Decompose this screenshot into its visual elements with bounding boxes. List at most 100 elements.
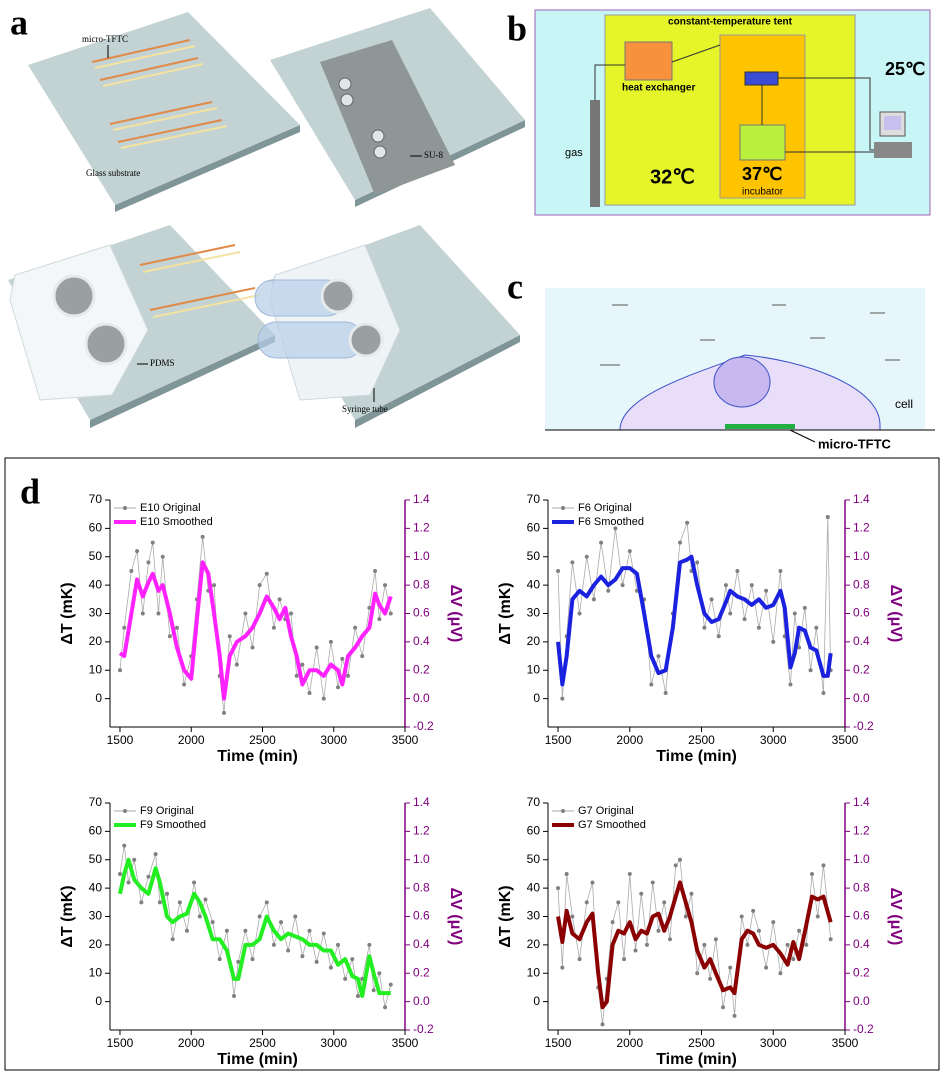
figure: a micro-TFTC Glass substrate SU-8 PDMS S…	[0, 0, 945, 1073]
data-point	[804, 943, 808, 947]
data-point	[778, 971, 782, 975]
data-point	[139, 900, 143, 904]
data-point	[146, 875, 150, 879]
data-point	[708, 977, 712, 981]
data-point	[222, 711, 226, 715]
data-point	[664, 691, 668, 695]
data-point	[315, 960, 319, 964]
annotation: constant-temperature tent	[668, 17, 793, 28]
data-point	[771, 640, 775, 644]
data-point	[279, 920, 283, 924]
annotation: SU-8	[424, 150, 444, 160]
data-point	[377, 617, 381, 621]
data-point	[764, 966, 768, 970]
data-point	[251, 957, 255, 961]
y-tick-label: 40	[89, 880, 103, 894]
data-point	[764, 589, 768, 593]
y-tick-label: 70	[527, 795, 541, 809]
data-point	[265, 900, 269, 904]
data-point	[118, 872, 122, 876]
y-tick-label: 20	[89, 634, 103, 648]
data-point	[258, 915, 262, 919]
y2-tick-label: 1.2	[413, 521, 430, 535]
x-axis-label: Time (min)	[656, 1051, 737, 1068]
legend-marker	[561, 506, 565, 510]
data-point	[645, 943, 649, 947]
y-tick-label: 60	[527, 824, 541, 838]
data-point	[689, 892, 693, 896]
panel-label: a	[10, 2, 28, 42]
legend-label: F9 Smoothed	[140, 819, 206, 831]
data-point	[198, 915, 202, 919]
data-point	[329, 966, 333, 970]
data-point	[192, 880, 196, 884]
y2-axis-label: ΔV (μV)	[887, 888, 904, 946]
y2-axis-label: ΔV (μV)	[447, 585, 464, 643]
data-point	[570, 915, 574, 919]
annotation: 25℃	[885, 59, 925, 79]
y2-tick-label: 1.4	[853, 492, 870, 506]
data-point	[373, 569, 377, 573]
x-tick-label: 2500	[688, 733, 715, 747]
y-axis-label: ΔT (mK)	[59, 885, 76, 947]
y-tick-label: 50	[527, 549, 541, 563]
data-point	[778, 569, 782, 573]
data-point	[336, 943, 340, 947]
data-point	[258, 583, 262, 587]
y2-tick-label: 0.8	[413, 577, 430, 591]
y2-tick-label: 0.6	[413, 909, 430, 923]
annotation: 32℃	[650, 166, 695, 188]
y-tick-label: 30	[527, 909, 541, 923]
legend-label: E10 Original	[140, 502, 201, 514]
data-point	[329, 640, 333, 644]
data-point	[278, 597, 282, 601]
data-point	[165, 892, 169, 896]
data-point	[668, 937, 672, 941]
y2-tick-label: 0.8	[853, 880, 870, 894]
y2-tick-label: 0.8	[413, 880, 430, 894]
annotation: Glass substrate	[86, 168, 140, 178]
data-point	[771, 920, 775, 924]
y2-tick-label: 0.0	[413, 994, 430, 1008]
x-tick-label: 1500	[107, 1036, 134, 1050]
incubator-chamber	[740, 125, 785, 160]
y2-tick-label: -0.2	[853, 719, 874, 733]
data-point	[556, 569, 560, 573]
x-tick-label: 2500	[249, 1036, 276, 1050]
y2-axis-label: ΔV (μV)	[447, 888, 464, 946]
y-tick-label: 10	[527, 662, 541, 676]
x-axis-label: Time (min)	[656, 748, 737, 765]
data-point	[829, 937, 833, 941]
data-point	[678, 541, 682, 545]
data-point	[814, 626, 818, 630]
data-point	[786, 943, 790, 947]
x-tick-label: 2000	[178, 733, 205, 747]
y2-tick-label: 0.4	[853, 634, 870, 648]
x-tick-label: 2000	[616, 733, 643, 747]
legend-label: F9 Original	[140, 805, 194, 817]
y-tick-label: 40	[89, 577, 103, 591]
annotation: Syringe tube	[342, 404, 388, 414]
y-tick-label: 0	[533, 994, 540, 1008]
data-point	[585, 900, 589, 904]
x-tick-label: 3500	[392, 733, 419, 747]
data-point	[702, 626, 706, 630]
data-point	[175, 626, 179, 630]
data-point	[702, 943, 706, 947]
data-point	[356, 994, 360, 998]
y-tick-label: 60	[89, 824, 103, 838]
legend-marker	[123, 809, 127, 813]
data-point	[585, 555, 589, 559]
y2-tick-label: 1.2	[853, 824, 870, 838]
data-point	[826, 515, 830, 519]
data-point	[212, 583, 216, 587]
y-tick-label: 0	[95, 994, 102, 1008]
data-point	[132, 858, 136, 862]
sensor-box	[745, 72, 778, 85]
data-point	[300, 663, 304, 667]
annotation: heat exchanger	[622, 83, 695, 94]
smoothed-line	[558, 882, 831, 1007]
y-tick-label: 70	[89, 795, 103, 809]
data-point	[685, 521, 689, 525]
data-point	[714, 937, 718, 941]
